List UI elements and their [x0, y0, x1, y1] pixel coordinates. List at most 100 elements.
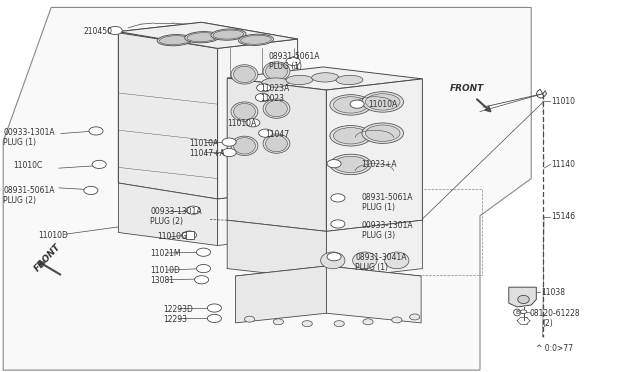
Polygon shape: [326, 220, 422, 280]
Ellipse shape: [362, 123, 404, 144]
Ellipse shape: [385, 252, 409, 269]
Text: 15146: 15146: [552, 212, 576, 221]
Text: 00933-1301A: 00933-1301A: [150, 207, 202, 216]
Ellipse shape: [392, 317, 402, 323]
Ellipse shape: [266, 100, 287, 117]
Ellipse shape: [363, 319, 373, 325]
Ellipse shape: [195, 276, 209, 284]
Text: 00933-1301A: 00933-1301A: [362, 221, 413, 230]
Text: PLUG (1): PLUG (1): [269, 62, 302, 71]
Ellipse shape: [518, 295, 529, 304]
Ellipse shape: [266, 63, 287, 80]
Ellipse shape: [410, 314, 420, 320]
Ellipse shape: [259, 129, 273, 137]
Ellipse shape: [330, 154, 372, 174]
Ellipse shape: [239, 34, 273, 45]
Circle shape: [227, 151, 232, 154]
Polygon shape: [3, 7, 531, 370]
Text: 13081: 13081: [150, 276, 174, 285]
Text: FRONT: FRONT: [33, 242, 62, 273]
Polygon shape: [118, 33, 218, 199]
Ellipse shape: [286, 57, 300, 65]
Circle shape: [97, 163, 102, 166]
Polygon shape: [118, 22, 298, 48]
Ellipse shape: [302, 321, 312, 327]
Circle shape: [250, 121, 255, 124]
Ellipse shape: [333, 156, 368, 173]
Text: 11021M: 11021M: [150, 249, 181, 258]
Ellipse shape: [312, 73, 339, 82]
Circle shape: [332, 255, 337, 258]
Text: 12293D: 12293D: [163, 305, 193, 314]
Ellipse shape: [257, 84, 271, 92]
Text: 11010D: 11010D: [38, 231, 68, 240]
Ellipse shape: [365, 94, 400, 110]
Circle shape: [212, 317, 217, 320]
Ellipse shape: [365, 125, 400, 141]
Ellipse shape: [84, 186, 98, 195]
Ellipse shape: [89, 127, 103, 135]
Text: 11047+A: 11047+A: [189, 149, 225, 158]
Ellipse shape: [185, 32, 220, 43]
Ellipse shape: [255, 93, 269, 102]
Circle shape: [201, 267, 206, 270]
Ellipse shape: [187, 33, 218, 42]
Text: 11023+A: 11023+A: [362, 160, 397, 169]
Circle shape: [332, 162, 337, 165]
Text: 12293: 12293: [163, 315, 187, 324]
Text: 08931-5061A: 08931-5061A: [362, 193, 413, 202]
Text: 11023A: 11023A: [260, 84, 290, 93]
Text: 08931-3041A: 08931-3041A: [355, 253, 406, 262]
Circle shape: [355, 103, 360, 106]
Polygon shape: [118, 183, 218, 246]
Polygon shape: [326, 266, 421, 323]
Circle shape: [93, 129, 99, 132]
Ellipse shape: [108, 26, 122, 35]
Circle shape: [227, 141, 232, 144]
Text: 210450: 210450: [83, 27, 112, 36]
Ellipse shape: [333, 97, 368, 113]
Ellipse shape: [246, 119, 260, 127]
Ellipse shape: [182, 231, 196, 239]
Ellipse shape: [234, 103, 255, 120]
Ellipse shape: [327, 253, 341, 261]
Text: PLUG (2): PLUG (2): [3, 196, 36, 205]
Ellipse shape: [263, 62, 290, 81]
Text: (2): (2): [543, 319, 554, 328]
Text: FRONT: FRONT: [450, 84, 484, 93]
Polygon shape: [326, 79, 422, 231]
Polygon shape: [118, 22, 298, 48]
Circle shape: [199, 278, 204, 281]
Text: PLUG (2): PLUG (2): [150, 217, 184, 226]
Text: 11010D: 11010D: [150, 266, 180, 275]
Ellipse shape: [330, 94, 372, 115]
Text: 11038: 11038: [541, 288, 564, 296]
Circle shape: [335, 196, 340, 199]
Ellipse shape: [196, 248, 211, 256]
Ellipse shape: [330, 126, 372, 146]
Polygon shape: [227, 78, 326, 231]
Text: 11047: 11047: [266, 130, 290, 139]
Circle shape: [260, 96, 265, 99]
Text: 11140: 11140: [552, 160, 576, 169]
Ellipse shape: [336, 75, 363, 85]
Ellipse shape: [334, 321, 344, 327]
Ellipse shape: [263, 99, 290, 118]
Ellipse shape: [196, 264, 211, 273]
Circle shape: [291, 60, 296, 63]
Circle shape: [263, 132, 268, 135]
Ellipse shape: [234, 138, 255, 154]
Ellipse shape: [231, 102, 258, 121]
Ellipse shape: [333, 128, 368, 144]
Polygon shape: [236, 266, 326, 323]
Ellipse shape: [362, 92, 404, 112]
Text: 11010G: 11010G: [157, 232, 187, 241]
Ellipse shape: [207, 314, 221, 323]
Circle shape: [335, 222, 340, 225]
Text: ^ 0:0>77: ^ 0:0>77: [536, 344, 573, 353]
Ellipse shape: [286, 75, 313, 85]
Text: PLUG (3): PLUG (3): [362, 231, 395, 240]
Ellipse shape: [231, 136, 258, 155]
Ellipse shape: [211, 29, 246, 40]
Text: PLUG (1): PLUG (1): [355, 263, 388, 272]
